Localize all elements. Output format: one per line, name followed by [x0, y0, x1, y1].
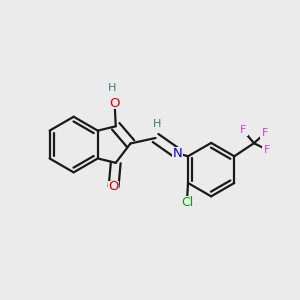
Text: F: F: [262, 128, 268, 138]
Bar: [108, 83, 117, 94]
Text: N: N: [172, 147, 182, 160]
Text: F: F: [240, 125, 246, 135]
Bar: [179, 196, 195, 208]
Bar: [152, 118, 161, 129]
Text: O: O: [110, 97, 120, 110]
Bar: [109, 98, 120, 110]
Text: Cl: Cl: [181, 196, 193, 208]
Text: O: O: [108, 180, 119, 193]
Bar: [262, 144, 272, 155]
Bar: [172, 147, 183, 159]
Text: H: H: [152, 119, 161, 129]
Bar: [260, 128, 270, 139]
Bar: [108, 181, 119, 193]
Text: H: H: [108, 83, 117, 93]
Bar: [238, 124, 248, 136]
Text: F: F: [264, 145, 270, 155]
